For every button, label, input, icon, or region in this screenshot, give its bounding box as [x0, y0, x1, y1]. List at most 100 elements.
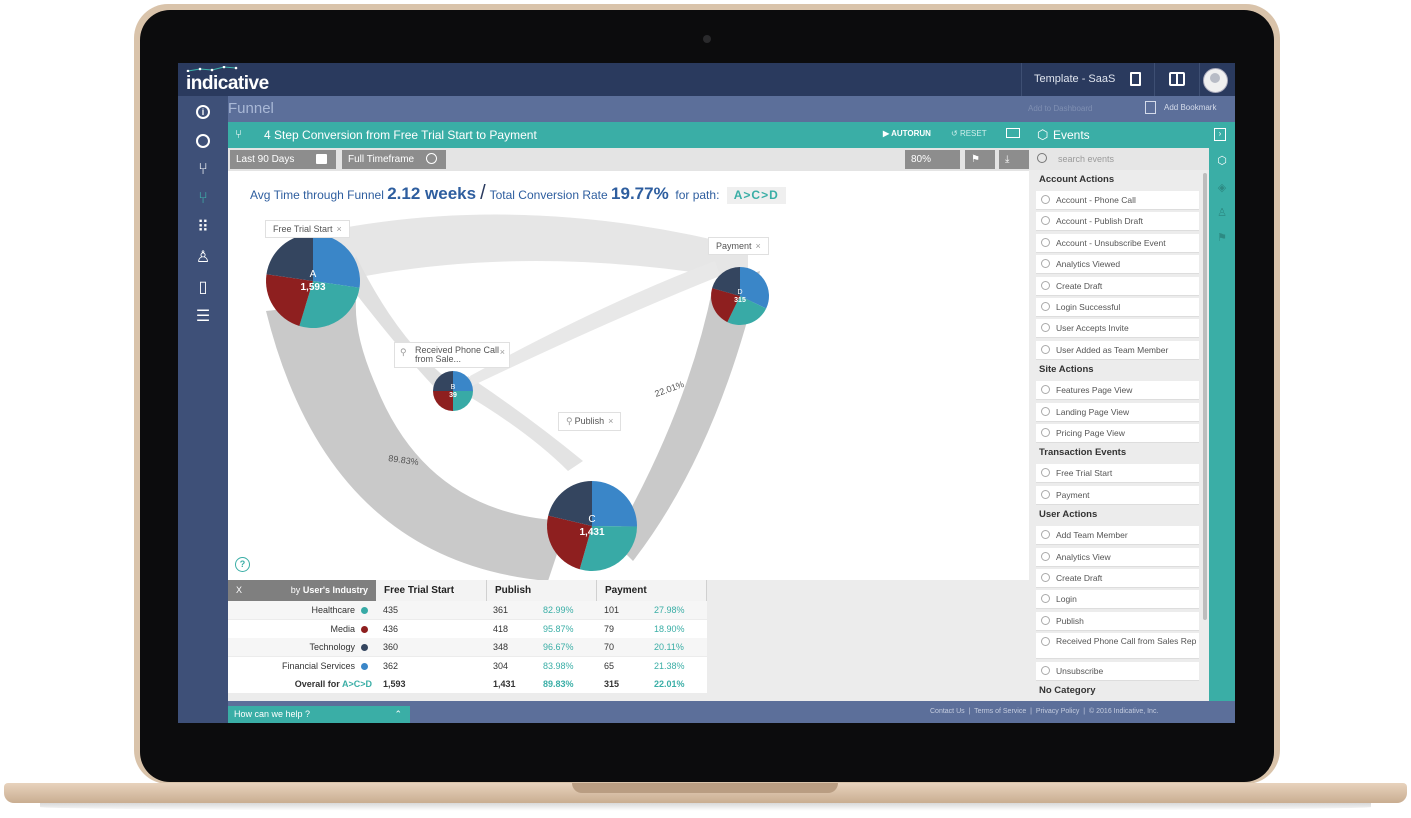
- event-item[interactable]: Create Draft: [1036, 569, 1199, 588]
- cell-payment-pct: 27.98%: [654, 605, 685, 615]
- bookmark-icon[interactable]: ▯: [198, 279, 208, 296]
- remove-icon[interactable]: ×: [608, 416, 614, 426]
- pie-slice[interactable]: [433, 371, 453, 391]
- dashboard-icon[interactable]: [192, 130, 214, 152]
- date-range-button[interactable]: Last 90 Days: [230, 150, 336, 169]
- events-tab-icon[interactable]: ⬡: [1217, 155, 1227, 167]
- cell-publish: 361: [493, 605, 509, 615]
- event-item[interactable]: Create Draft: [1036, 276, 1199, 296]
- collapse-panel-icon[interactable]: ›: [1214, 128, 1226, 141]
- cell-payment-pct: 21.38%: [654, 660, 685, 671]
- help-bar[interactable]: How can we help ? ⌃: [228, 706, 410, 723]
- event-category: Site Actions: [1039, 364, 1094, 376]
- pie-slice[interactable]: [299, 281, 360, 328]
- radio-icon: [1041, 428, 1050, 437]
- flow-label-a-c: 89.83%: [388, 453, 420, 467]
- flag-button[interactable]: ⚑: [965, 150, 995, 169]
- cell-free-trial: 362: [383, 660, 399, 671]
- row-label: Technology: [228, 638, 368, 656]
- autorun-button[interactable]: ▶ AUTORUN: [883, 129, 931, 138]
- help-icon[interactable]: ?: [235, 557, 250, 572]
- event-item[interactable]: Analytics Viewed: [1036, 255, 1199, 275]
- privacy-link[interactable]: Privacy Policy: [1035, 708, 1080, 715]
- add-bookmark-button[interactable]: Add Bookmark: [1164, 103, 1217, 112]
- remove-icon[interactable]: ×: [755, 241, 761, 251]
- pie-slice[interactable]: [266, 274, 313, 326]
- funnel-icon[interactable]: ⑂: [198, 190, 208, 207]
- flag-icon[interactable]: ⚑: [1217, 232, 1227, 244]
- pie-slice[interactable]: [453, 391, 473, 411]
- cell-publish: 348: [493, 642, 509, 652]
- events-scrollbar[interactable]: [1203, 173, 1207, 620]
- radio-icon: [1041, 344, 1050, 354]
- pie-slice[interactable]: [548, 481, 592, 526]
- event-item[interactable]: Received Phone Call from Sales Rep: [1036, 633, 1199, 660]
- add-to-dashboard-button[interactable]: Add to Dashboard: [1028, 104, 1093, 113]
- step-tag-d[interactable]: Payment ×: [708, 237, 769, 255]
- pie-slice[interactable]: [712, 267, 740, 296]
- event-item[interactable]: Add Team Member: [1036, 526, 1199, 546]
- node-letter: A: [310, 269, 317, 280]
- event-item[interactable]: Login Successful: [1036, 298, 1199, 317]
- event-item[interactable]: Features Page View: [1036, 381, 1199, 401]
- pie-slice[interactable]: [313, 234, 360, 288]
- event-item[interactable]: Login: [1036, 590, 1199, 610]
- event-item[interactable]: Unsubscribe: [1036, 661, 1199, 681]
- pie-slice[interactable]: [727, 296, 767, 325]
- event-item[interactable]: Account - Publish Draft: [1036, 212, 1199, 232]
- overall-text: Overall for: [294, 679, 340, 689]
- contact-link[interactable]: Contact Us: [930, 708, 965, 715]
- node-count: 1,593: [300, 282, 325, 293]
- template-selector[interactable]: Template - SaaS: [1021, 63, 1141, 96]
- avatar[interactable]: [1203, 68, 1228, 93]
- event-item[interactable]: User Accepts Invite: [1036, 319, 1199, 339]
- user-icon[interactable]: ♙: [1217, 207, 1227, 219]
- event-search-input[interactable]: search events: [1029, 148, 1209, 170]
- radio-icon: [1041, 637, 1050, 647]
- event-item[interactable]: Account - Unsubscribe Event: [1036, 233, 1199, 253]
- group-by-header[interactable]: X by User's Industry: [228, 580, 376, 601]
- pie-slice[interactable]: [453, 371, 473, 391]
- zoom-button[interactable]: 80%: [905, 150, 960, 169]
- event-item[interactable]: Pricing Page View: [1036, 424, 1199, 443]
- step-tag-b[interactable]: ⚲ Received Phone Call from Sale... ×: [394, 342, 510, 368]
- message-icon[interactable]: [1006, 128, 1020, 138]
- event-item[interactable]: Analytics View: [1036, 547, 1199, 567]
- app-logo[interactable]: indicative: [186, 73, 269, 94]
- docs-button[interactable]: [1154, 63, 1200, 96]
- timeframe-button[interactable]: Full Timeframe: [342, 150, 446, 169]
- event-item[interactable]: Landing Page View: [1036, 402, 1199, 422]
- info-icon[interactable]: i: [192, 101, 214, 123]
- download-button[interactable]: ⤓: [999, 150, 1029, 169]
- search-placeholder: search events: [1058, 154, 1115, 164]
- bookmark-add-icon[interactable]: [1145, 101, 1156, 114]
- template-label: Template - SaaS: [1034, 73, 1116, 85]
- reset-button[interactable]: ↺ RESET: [951, 129, 987, 138]
- step-tag-c[interactable]: ⚲ Publish ×: [558, 412, 622, 431]
- remove-icon[interactable]: ×: [499, 347, 505, 357]
- event-item[interactable]: Account - Phone Call: [1036, 191, 1199, 210]
- pie-slice[interactable]: [592, 481, 637, 527]
- breakdown-table: X by User's Industry Free Trial Start Pu…: [228, 580, 1029, 701]
- remove-icon[interactable]: ×: [336, 224, 342, 234]
- pie-slice[interactable]: [740, 267, 769, 309]
- document-icon[interactable]: [1130, 72, 1141, 86]
- pie-slice[interactable]: [547, 515, 592, 570]
- list-icon[interactable]: ☰: [195, 308, 211, 325]
- tag-icon[interactable]: ◈: [1217, 182, 1227, 194]
- event-item[interactable]: User Added as Team Member: [1036, 340, 1199, 360]
- users-icon[interactable]: ♙: [195, 249, 211, 266]
- terms-link[interactable]: Terms of Service: [974, 708, 1027, 715]
- event-item[interactable]: Free Trial Start: [1036, 464, 1199, 484]
- event-item[interactable]: Payment: [1036, 485, 1199, 505]
- step-tag-a[interactable]: Free Trial Start ×: [265, 220, 350, 238]
- path-selector[interactable]: A>C>D: [726, 187, 786, 204]
- cohort-icon[interactable]: ⠿: [197, 219, 209, 236]
- pie-slice[interactable]: [711, 288, 740, 323]
- pie-slice[interactable]: [266, 234, 313, 281]
- segmentation-icon[interactable]: ⑂: [198, 161, 208, 178]
- pie-slice[interactable]: [579, 526, 637, 572]
- pie-slice[interactable]: [433, 391, 453, 411]
- close-breakdown-button[interactable]: X: [236, 585, 243, 595]
- event-item[interactable]: Publish: [1036, 611, 1199, 631]
